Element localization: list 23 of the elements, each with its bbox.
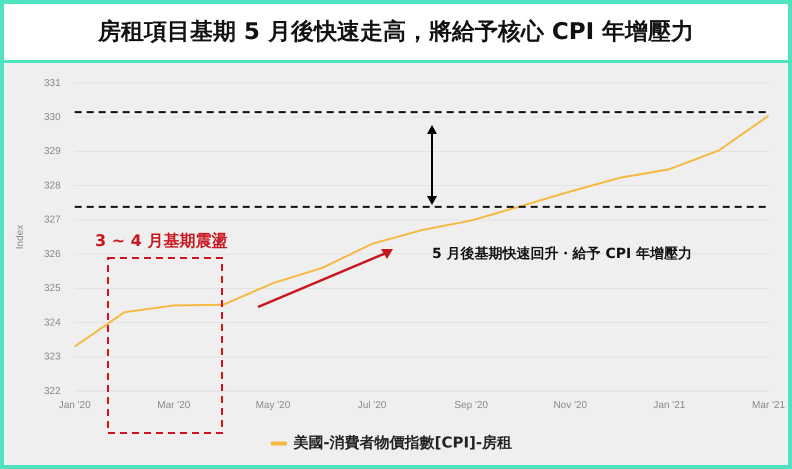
annotation: 3 ~ 4 月基期震盪 xyxy=(95,231,228,252)
x-tick-label: Jul '20 xyxy=(358,400,387,411)
x-tick-label: Mar '20 xyxy=(157,400,191,411)
x-tick-label: May '20 xyxy=(256,400,291,411)
y-tick-label: 331 xyxy=(44,78,62,89)
y-tick-label: 329 xyxy=(44,146,62,158)
x-tick-label: Jan '20 xyxy=(58,400,92,411)
chart-title: 房租項目基期 5 月後快速走高，將給予核心 CPI 年增壓力 xyxy=(4,4,788,63)
y-tick-label: 330 xyxy=(44,112,62,123)
y-tick-label: 325 xyxy=(44,283,62,294)
annotation: 5 月後基期快速回升・給予 CPI 年增壓力 xyxy=(432,245,692,263)
y-tick-label: 324 xyxy=(44,317,62,328)
y-tick-label: 322 xyxy=(44,386,62,397)
x-tick-label: Nov '20 xyxy=(553,400,588,411)
y-tick-label: 323 xyxy=(44,352,62,363)
y-tick-label: 328 xyxy=(44,180,62,192)
y-axis-title: Index xyxy=(14,224,26,250)
x-tick-label: Jan '21 xyxy=(653,400,686,411)
x-tick-label: Sep '20 xyxy=(454,400,488,411)
y-tick-label: 326 xyxy=(44,248,62,260)
x-tick-label: Mar '21 xyxy=(752,400,786,411)
legend-label: 美國-消費者物價指數[CPI]-房租 xyxy=(292,433,512,452)
y-tick-label: 327 xyxy=(44,214,62,226)
